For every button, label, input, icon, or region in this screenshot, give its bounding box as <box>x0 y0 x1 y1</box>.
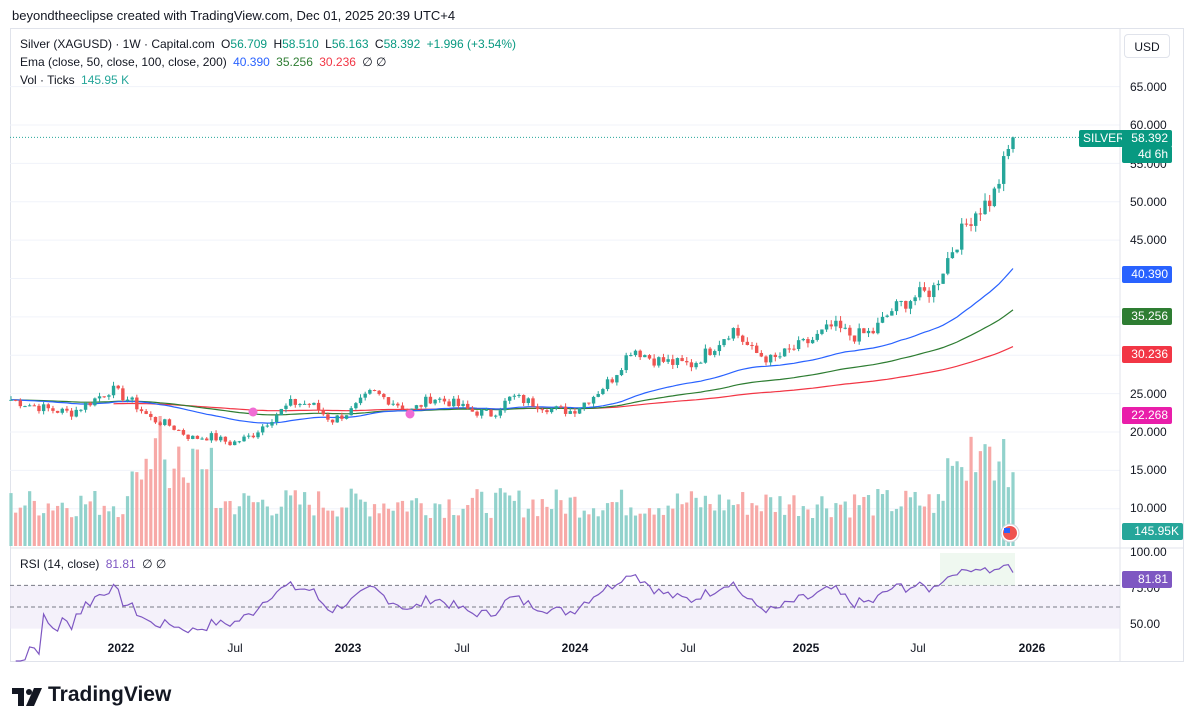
open-value: 56.709 <box>230 37 268 51</box>
price-tick: 10.000 <box>1130 501 1167 515</box>
time-tick: Jul <box>680 641 696 655</box>
ema50-value: 40.390 <box>233 55 270 69</box>
rsi-value: 81.81 <box>105 557 136 571</box>
chart-frame[interactable] <box>10 28 1184 662</box>
symbol-tag: SILVER <box>1079 130 1129 147</box>
ema200-label: 30.236 <box>1122 346 1172 363</box>
price-tick: 50.000 <box>1130 195 1167 209</box>
volume-legend[interactable]: Vol · Ticks 145.95 K <box>20 73 132 87</box>
price-tick: 45.000 <box>1130 233 1167 247</box>
price-tick: 15.000 <box>1130 463 1167 477</box>
close-value: 58.392 <box>383 37 421 51</box>
time-tick: Jul <box>454 641 470 655</box>
watermark: beyondtheeclipse created with TradingVie… <box>12 8 456 23</box>
ema-label[interactable]: Ema (close, 50, close, 100, close, 200) <box>20 55 227 69</box>
currency-button[interactable]: USD <box>1124 34 1170 58</box>
time-tick: 2026 <box>1018 641 1046 655</box>
price-tick: 20.000 <box>1130 425 1167 439</box>
time-tick: 2023 <box>334 641 362 655</box>
time-tick: 2024 <box>561 641 589 655</box>
symbol-name[interactable]: Silver (XAGUSD) · 1W · Capital.com <box>20 37 215 51</box>
time-tick: Jul <box>227 641 243 655</box>
volume-label[interactable]: Vol · Ticks <box>20 73 75 87</box>
volume-label-tag: 145.95K <box>1122 523 1183 540</box>
high-value: 58.510 <box>282 37 319 51</box>
time-tick: 2022 <box>107 641 135 655</box>
marker-label: 22.268 <box>1122 407 1172 424</box>
brand-name: TradingView <box>48 683 172 706</box>
open-label: O <box>221 37 231 51</box>
time-tick: Jul <box>910 641 926 655</box>
price-tick: 65.000 <box>1130 80 1167 94</box>
high-label: H <box>273 37 283 51</box>
rsi-label[interactable]: RSI (14, close) <box>20 557 100 571</box>
rsi-tick: 50.00 <box>1130 617 1161 631</box>
ema100-value: 35.256 <box>276 55 313 69</box>
price-tick: 60.000 <box>1130 118 1167 132</box>
rsi-tick: 100.00 <box>1130 545 1167 559</box>
ema-legend[interactable]: Ema (close, 50, close, 100, close, 200) … <box>20 55 390 69</box>
low-label: L <box>325 37 332 51</box>
volume-value: 145.95 K <box>81 73 130 87</box>
change-value: +1.996 (+3.54%) <box>426 37 517 51</box>
symbol-legend[interactable]: Silver (XAGUSD) · 1W · Capital.com O56.7… <box>20 37 519 51</box>
rsi-label-tag: 81.81 <box>1122 571 1172 588</box>
rsi-legend[interactable]: RSI (14, close) 81.81 ∅ ∅ <box>20 557 169 571</box>
ema-extra: ∅ ∅ <box>362 55 387 69</box>
tradingview-logo-icon <box>12 688 42 706</box>
ema50-label: 40.390 <box>1122 266 1172 283</box>
close-label: C <box>374 37 384 51</box>
tradingview-logo[interactable]: TradingView <box>12 683 171 707</box>
low-value: 56.163 <box>331 37 369 51</box>
rsi-extra: ∅ ∅ <box>142 557 167 571</box>
price-tick: 25.000 <box>1130 387 1167 401</box>
countdown-label: 4d 6h <box>1122 146 1172 163</box>
last-price-label: 58.392 <box>1122 130 1172 147</box>
time-tick: 2025 <box>792 641 820 655</box>
ema200-value: 30.236 <box>319 55 356 69</box>
ema100-label: 35.256 <box>1122 308 1172 325</box>
